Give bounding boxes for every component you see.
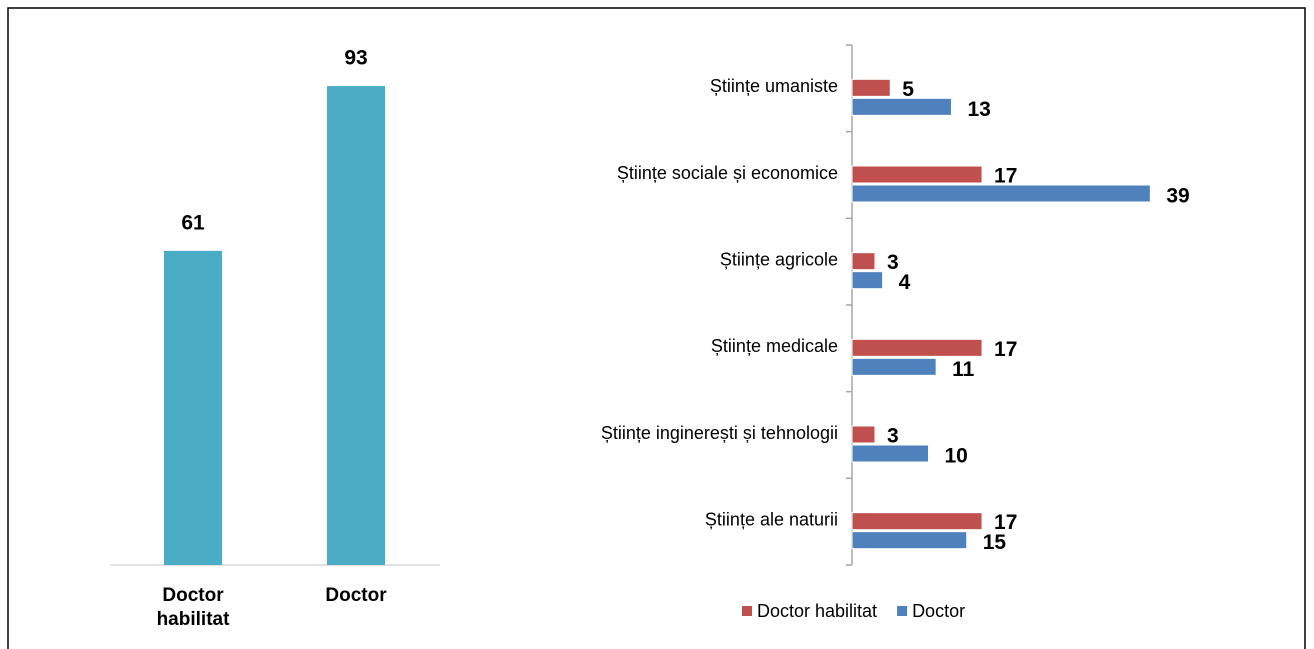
bar — [851, 444, 929, 463]
value-label: 11 — [952, 358, 975, 381]
x-tick-label: Doctor habilitat — [156, 585, 230, 630]
y-tick-label: Științe umaniste — [710, 76, 838, 96]
bar — [164, 250, 222, 565]
frame — [7, 7, 1306, 649]
value-label: 10 — [945, 445, 968, 468]
bar — [851, 338, 983, 357]
bar — [327, 86, 385, 566]
legend-label: Doctor habilitat — [757, 601, 877, 621]
bar — [851, 78, 891, 97]
x-tick-label: Doctor — [325, 585, 387, 606]
bar — [851, 97, 952, 116]
value-label: 3 — [887, 425, 899, 448]
y-tick-label: Științe sociale și economice — [617, 163, 838, 183]
legend-label: Doctor — [912, 601, 965, 621]
y-tick-label: Științe inginerești și tehnologii — [601, 423, 838, 443]
bar — [851, 357, 937, 376]
value-label: 3 — [887, 251, 899, 274]
legend-swatch — [897, 606, 908, 616]
bar — [851, 425, 876, 444]
legend-swatch — [742, 606, 752, 616]
value-label: 61 — [181, 211, 205, 234]
y-tick-label: Științe ale naturii — [705, 509, 838, 529]
bar — [851, 165, 983, 184]
bar — [851, 184, 1151, 203]
value-label: 17 — [994, 511, 1017, 534]
value-label: 4 — [899, 271, 911, 294]
value-label: 93 — [344, 47, 367, 70]
bar — [851, 531, 968, 550]
value-label: 17 — [994, 338, 1017, 361]
value-label: 17 — [994, 165, 1017, 188]
y-tick-label: Științe medicale — [711, 336, 838, 356]
bar — [851, 271, 884, 290]
value-label: 39 — [1166, 185, 1189, 208]
bar — [851, 252, 876, 271]
y-tick-label: Științe agricole — [720, 249, 838, 269]
bar — [851, 512, 983, 531]
value-label: 5 — [902, 78, 914, 101]
value-label: 13 — [967, 98, 990, 121]
value-label: 15 — [983, 531, 1007, 554]
